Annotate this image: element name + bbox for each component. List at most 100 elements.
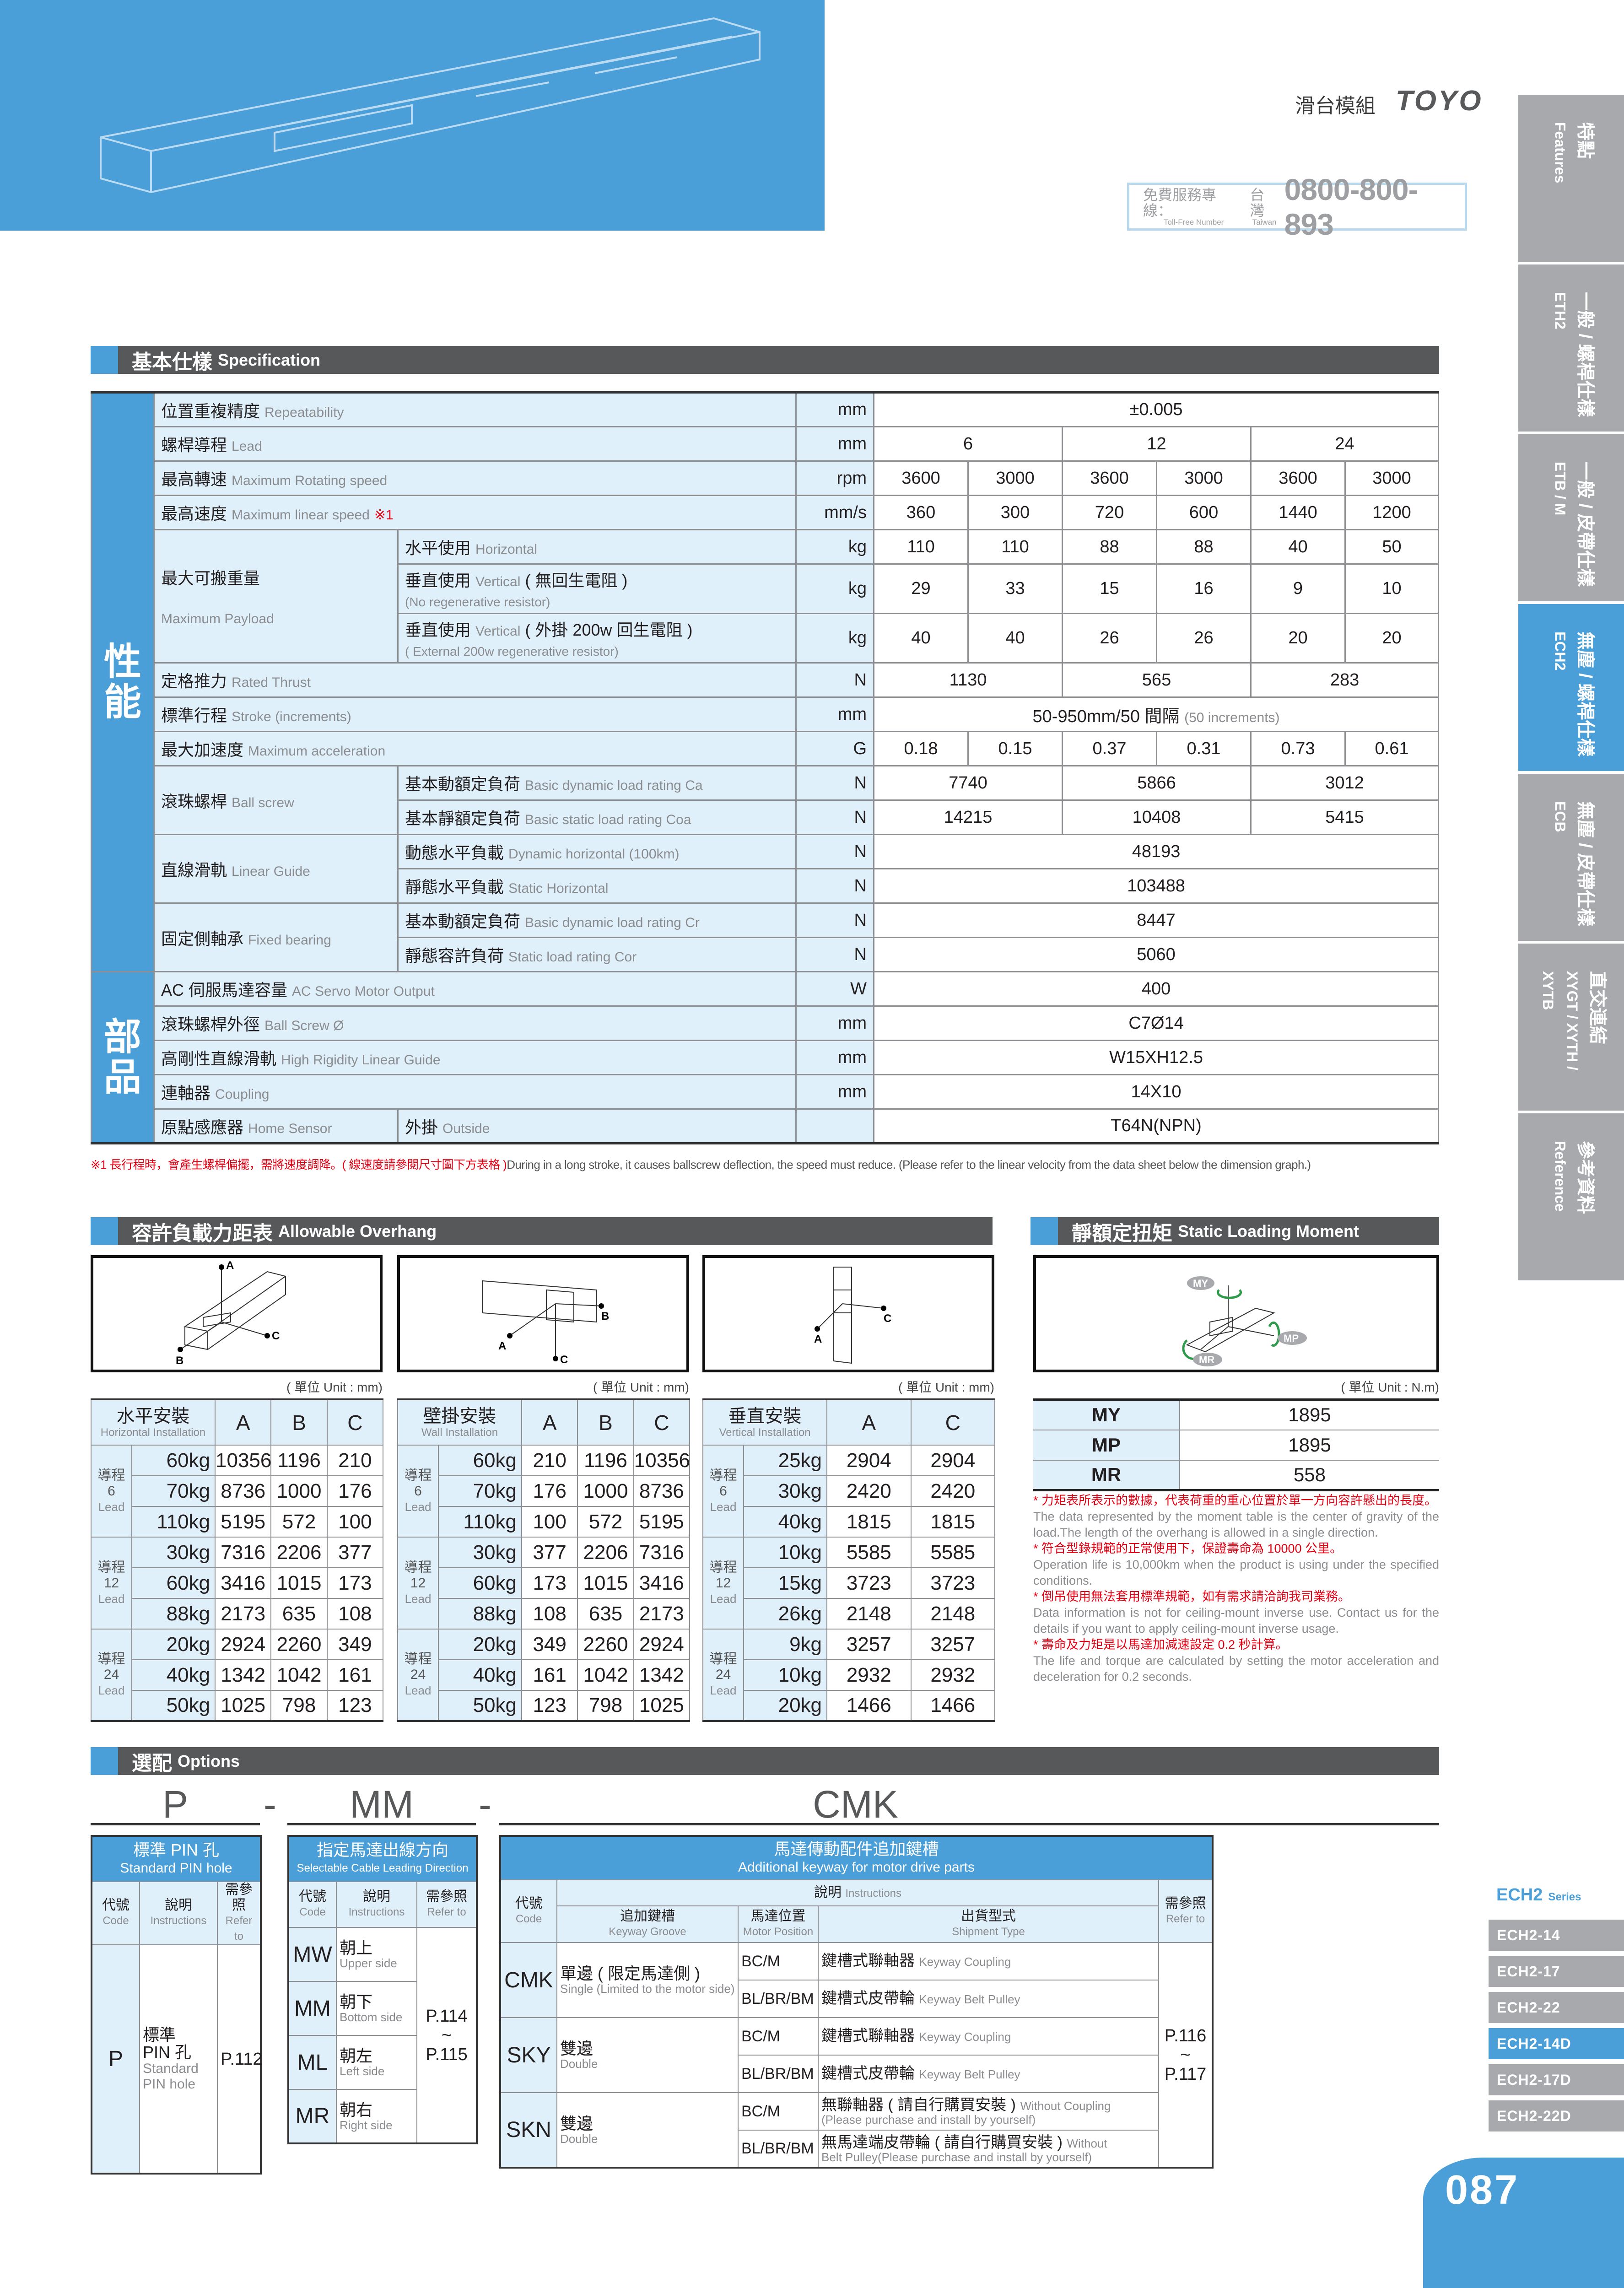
value: 50 [1382, 537, 1402, 556]
value-cell: 720 [1062, 495, 1157, 530]
header-shipment: 出貨型式 Shipment Type [818, 1905, 1159, 1943]
lead-en: Lead [710, 1500, 737, 1514]
tab-label: 無塵 / 皮帶仕樣 ECB [1547, 801, 1596, 926]
tollfree-region: 台灣 [1250, 186, 1265, 219]
table-row: 導程 24 Lead 20kg 349 2260 2924 [397, 1629, 690, 1721]
value-cell: 5866 [1062, 765, 1252, 801]
side-tab[interactable]: 無塵 / 皮帶仕樣 ECB [1518, 774, 1624, 941]
value-cell: 2206 [577, 1537, 634, 1568]
value: 24 [1335, 434, 1354, 453]
side-tab[interactable]: 參考資料 Reference [1518, 1113, 1624, 1280]
name-zh: 固定側軸承 [161, 929, 244, 948]
value-cell: 349 [326, 1629, 384, 1660]
series-item[interactable]: ECH2-17 [1489, 1956, 1624, 1987]
series-item[interactable]: ECH2-22D [1489, 2100, 1624, 2132]
value-cell: 2420 [910, 1475, 996, 1507]
value-cell: 1000 [577, 1475, 634, 1507]
series-item[interactable]: ECH2-17D [1489, 2064, 1624, 2095]
code-separator: - [479, 1783, 491, 1826]
option-desc: 朝右 Right side [336, 2089, 417, 2144]
option-ref: P.116 ~ P.117 [1158, 1942, 1213, 2168]
load-cell: 60kg [438, 1567, 522, 1599]
value-cell: 2924 [633, 1629, 690, 1660]
installation-zh: 壁掛安裝 [423, 1406, 496, 1426]
h-en: Code [515, 1912, 542, 1925]
value: 12 [1147, 434, 1166, 453]
tab-label: 直交連結 XYGT / XYTH / XYTB [1534, 971, 1608, 1111]
unit: G [795, 731, 874, 766]
series-item[interactable]: ECH2-14 [1489, 1920, 1624, 1951]
table-row: 88kg 108 635 2173 [398, 1598, 690, 1630]
load-cell: 110kg [131, 1506, 216, 1538]
moment-key: MR [1033, 1460, 1180, 1491]
value-cell: ±0.005 [873, 392, 1440, 427]
load-cell: 20kg [743, 1690, 828, 1721]
value-cell: 5195 [215, 1506, 272, 1538]
side-tab[interactable]: 一般 / 皮帶仕樣 ETB / M [1518, 434, 1624, 601]
option-ref: P.112 [216, 1944, 263, 2174]
value-cell: 110 [873, 529, 969, 565]
option-code: SKN [500, 2092, 557, 2168]
name-zh: 滾珠螺桿外徑 [161, 1015, 260, 1034]
table-row: 基本靜額定負荷 Basic static load rating Coa N 142… [92, 799, 1440, 835]
side-tab[interactable]: 直交連結 XYGT / XYTH / XYTB [1518, 944, 1624, 1111]
series-item[interactable]: ECH2-22 [1489, 1992, 1624, 2023]
unit: mm [795, 696, 874, 732]
unit: kg [795, 613, 874, 664]
lead-en: Lead [405, 1592, 432, 1606]
column-header: B [270, 1399, 328, 1446]
row-subname: 基本動額定負荷 Basic dynamic load rating Ca [397, 765, 797, 801]
diagram-label: A [226, 1259, 234, 1272]
h-en: Motor Position [743, 1926, 814, 1938]
tab-label-zh: 參考資料 [1575, 1141, 1596, 1214]
unit: N [795, 765, 874, 801]
value-cell: 572 [270, 1506, 328, 1538]
keyway-option-table: 馬達傳動配件追加鍵槽 Additional keyway for motor dr… [499, 1835, 1214, 2169]
side-tab[interactable]: 一般 / 螺桿仕樣 ETH2 [1518, 264, 1624, 432]
table-row: 88kg 2173 635 108 [91, 1598, 384, 1630]
table-row: 滾珠螺桿 Ball screw 基本動額定負荷 Basic dynamic loa… [92, 765, 1440, 835]
spec-table: 性能 位置重複精度 Repeatability mm ±0.005 螺桿導程 Lead m… [91, 391, 1440, 1144]
value-cell: 3600 [1250, 460, 1346, 496]
lead-value: 24 [715, 1667, 731, 1682]
shipment-type: 無聯軸器 ( 請自行購買安裝 ) Without Coupling (Please… [818, 2092, 1159, 2131]
lead-en: Lead [98, 1500, 125, 1514]
load-cell: 70kg [438, 1475, 522, 1507]
value-cell: 176 [326, 1475, 384, 1507]
value-cell: 1196 [270, 1445, 328, 1476]
value-cell: W15XH12.5 [873, 1040, 1440, 1075]
moment-title-en: Static Loading Moment [1178, 1221, 1359, 1241]
value: 88 [1194, 537, 1214, 556]
table-title: 馬達傳動配件追加鍵槽 Additional keyway for motor dr… [500, 1835, 1213, 1880]
motor-position: BC/M [738, 2017, 819, 2056]
option-code-pin: P [162, 1783, 189, 1826]
side-tab[interactable]: 特點 Features [1518, 95, 1624, 262]
lead-value: 6 [719, 1483, 727, 1499]
value: 720 [1095, 502, 1124, 522]
row-name: 螺桿導程 Lead [153, 426, 797, 462]
row-name: 滾珠螺桿 Ball screw [153, 765, 399, 835]
table-row: MY 1895 [1033, 1399, 1439, 1430]
desc-en: Single (Limited to the motor side) [560, 1982, 735, 1996]
option-desc: 朝下 Bottom side [336, 1981, 417, 2036]
name-zh: 連軸器 [161, 1084, 211, 1102]
option-code-keyway: CMK [813, 1783, 898, 1826]
side-tab[interactable]: 無塵 / 螺桿仕樣 ECH2 [1518, 604, 1624, 771]
motor-position: BC/M [738, 2092, 819, 2131]
value-cell: 377 [521, 1537, 578, 1568]
option-desc: 朝左 Left side [336, 2035, 417, 2090]
note-mark: ※1 [374, 507, 394, 523]
value-cell: 20 [1344, 613, 1440, 664]
value-cell: 5585 [826, 1537, 912, 1568]
value-cell: 173 [521, 1567, 578, 1599]
table-row: 60kg 173 1015 3416 [398, 1567, 690, 1599]
value: 283 [1330, 670, 1360, 690]
value-cell: 349 [521, 1629, 578, 1660]
value: 40 [1005, 628, 1025, 648]
ref-line: P.114 [426, 2006, 468, 2026]
value-cell: 1440 [1250, 495, 1346, 530]
table-row: 導程 12 Lead 30kg 377 2206 7316 [397, 1537, 690, 1630]
sub-en: Horizontal [475, 542, 538, 557]
section-label: 性能 [91, 392, 155, 972]
series-item[interactable]: ECH2-14D [1489, 2028, 1624, 2059]
